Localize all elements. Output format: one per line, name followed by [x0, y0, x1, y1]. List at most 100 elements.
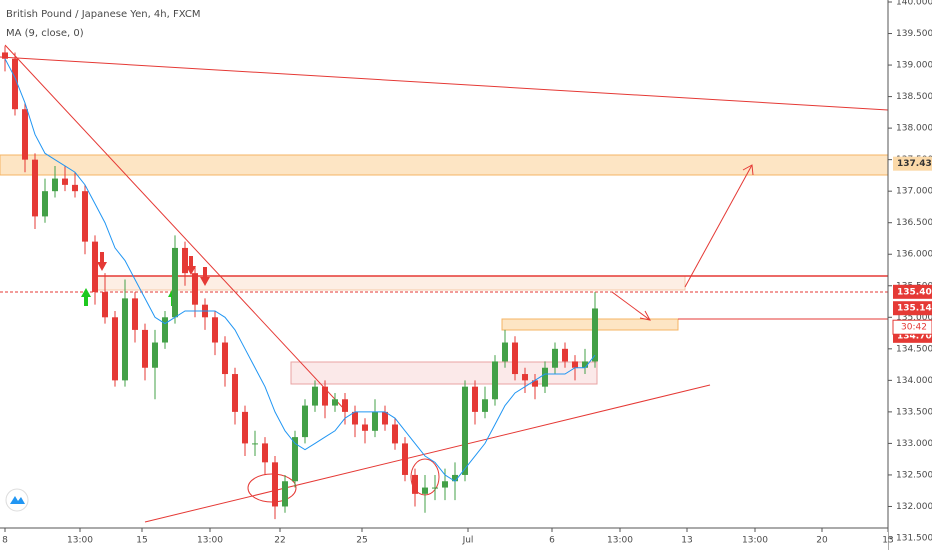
- candle-body: [522, 374, 528, 381]
- candle-body: [32, 159, 38, 217]
- x-tick-label: 25: [356, 536, 367, 546]
- zone: [501, 318, 679, 331]
- arrow-head: [742, 164, 754, 176]
- candle-body: [402, 443, 408, 475]
- candle-body: [182, 247, 188, 274]
- y-tick-label: 134.500: [896, 344, 932, 354]
- candle-body: [82, 191, 88, 242]
- candle-body: [462, 386, 468, 475]
- x-tick-label: 13:00: [607, 536, 633, 546]
- candle-body: [592, 308, 598, 362]
- price-badge: [893, 284, 932, 299]
- x-tick-label: 20: [816, 536, 828, 546]
- candle-body: [562, 348, 568, 362]
- candle-body: [272, 462, 278, 507]
- candle-body: [42, 191, 48, 217]
- candle-body: [172, 247, 178, 318]
- logo-mark: [10, 496, 25, 504]
- y-tick-label: 138.500: [896, 92, 932, 102]
- candle-body: [572, 361, 578, 368]
- plot: [2, 46, 598, 520]
- candle-body: [342, 399, 348, 412]
- y-tick-label: 140.000: [896, 0, 932, 8]
- y-tick-label: 137.000: [896, 187, 932, 197]
- candle-body: [262, 443, 268, 463]
- candle-body: [492, 361, 498, 400]
- candle-body: [412, 474, 418, 494]
- time-axis: [0, 528, 888, 550]
- x-tick-label: 13:00: [67, 536, 93, 546]
- candle-body: [52, 178, 58, 192]
- price-badge-label: 135.144: [897, 304, 932, 314]
- y-tick-label: 131.500: [896, 534, 932, 544]
- y-tick-label: 135.000: [896, 313, 932, 323]
- price-badge: [893, 156, 932, 171]
- candle-body: [382, 411, 388, 425]
- candle-body: [482, 399, 488, 412]
- x-tick-label: 15: [136, 536, 147, 546]
- candle-body: [332, 399, 338, 406]
- trend-line: [4, 44, 346, 411]
- x-tick-label: 13: [882, 536, 893, 546]
- arrow: [684, 164, 753, 288]
- y-tick-label: 138.000: [896, 124, 932, 134]
- countdown-badge: [892, 319, 932, 335]
- candle-body: [92, 241, 98, 293]
- y-tick-label: 132.500: [896, 470, 932, 480]
- candle-body: [422, 487, 428, 494]
- x-tick-label: 22: [274, 536, 285, 546]
- price-badge-label: 134.706: [897, 331, 932, 341]
- candle-body: [512, 342, 518, 375]
- candle-body: [152, 342, 158, 368]
- candle-body: [12, 58, 18, 110]
- y-tick-label: 139.500: [896, 29, 932, 39]
- x-tick-label: 6: [549, 536, 555, 546]
- x-tick-label: 13: [681, 536, 692, 546]
- arrow-head: [639, 310, 651, 321]
- sell-arrow: [200, 267, 210, 286]
- candle-body: [242, 411, 248, 444]
- drawings: [0, 44, 889, 523]
- sell-arrow: [97, 252, 107, 271]
- resistance-zone: [0, 154, 889, 176]
- candle-body: [352, 411, 358, 425]
- y-tick-label: 133.500: [896, 407, 932, 417]
- indicator-label: MA (9, close, 0): [6, 28, 84, 39]
- candle-body: [22, 109, 28, 160]
- candle-body: [62, 178, 68, 185]
- sell-arrow: [186, 256, 196, 275]
- candle-body: [322, 386, 328, 406]
- candle-body: [162, 317, 168, 343]
- candle-body: [582, 361, 588, 368]
- candle-body: [212, 317, 218, 343]
- x-tick-label: 8: [2, 536, 8, 546]
- y-tick-label: 136.000: [896, 250, 932, 260]
- candle-body: [252, 443, 258, 445]
- price-badge-label: 137.436: [897, 159, 932, 169]
- buy-arrow: [81, 288, 91, 306]
- y-tick-label: 132.000: [896, 502, 932, 512]
- candle-body: [302, 405, 308, 438]
- price-axis: [888, 0, 932, 550]
- candle-body: [282, 481, 288, 507]
- y-tick-label: 134.000: [896, 376, 932, 386]
- candle-body: [142, 329, 148, 368]
- candle-body: [442, 481, 448, 488]
- candle-body: [542, 367, 548, 387]
- candle-body: [452, 474, 458, 482]
- candle-body: [362, 424, 368, 431]
- candle-body: [502, 342, 508, 362]
- candle-body: [432, 487, 438, 489]
- candle-body: [392, 424, 398, 444]
- candle-body: [532, 380, 538, 387]
- chart-title: British Pound / Japanese Yen, 4h, FXCM: [6, 9, 200, 20]
- trend-line: [0, 56, 889, 111]
- price-badge-label: 135.404: [897, 287, 932, 297]
- candle-body: [132, 298, 138, 330]
- arrow: [611, 291, 651, 321]
- candle-body: [292, 437, 298, 482]
- candle-body: [122, 298, 128, 381]
- x-tick-label: 13:00: [197, 536, 223, 546]
- candle-body: [2, 52, 8, 59]
